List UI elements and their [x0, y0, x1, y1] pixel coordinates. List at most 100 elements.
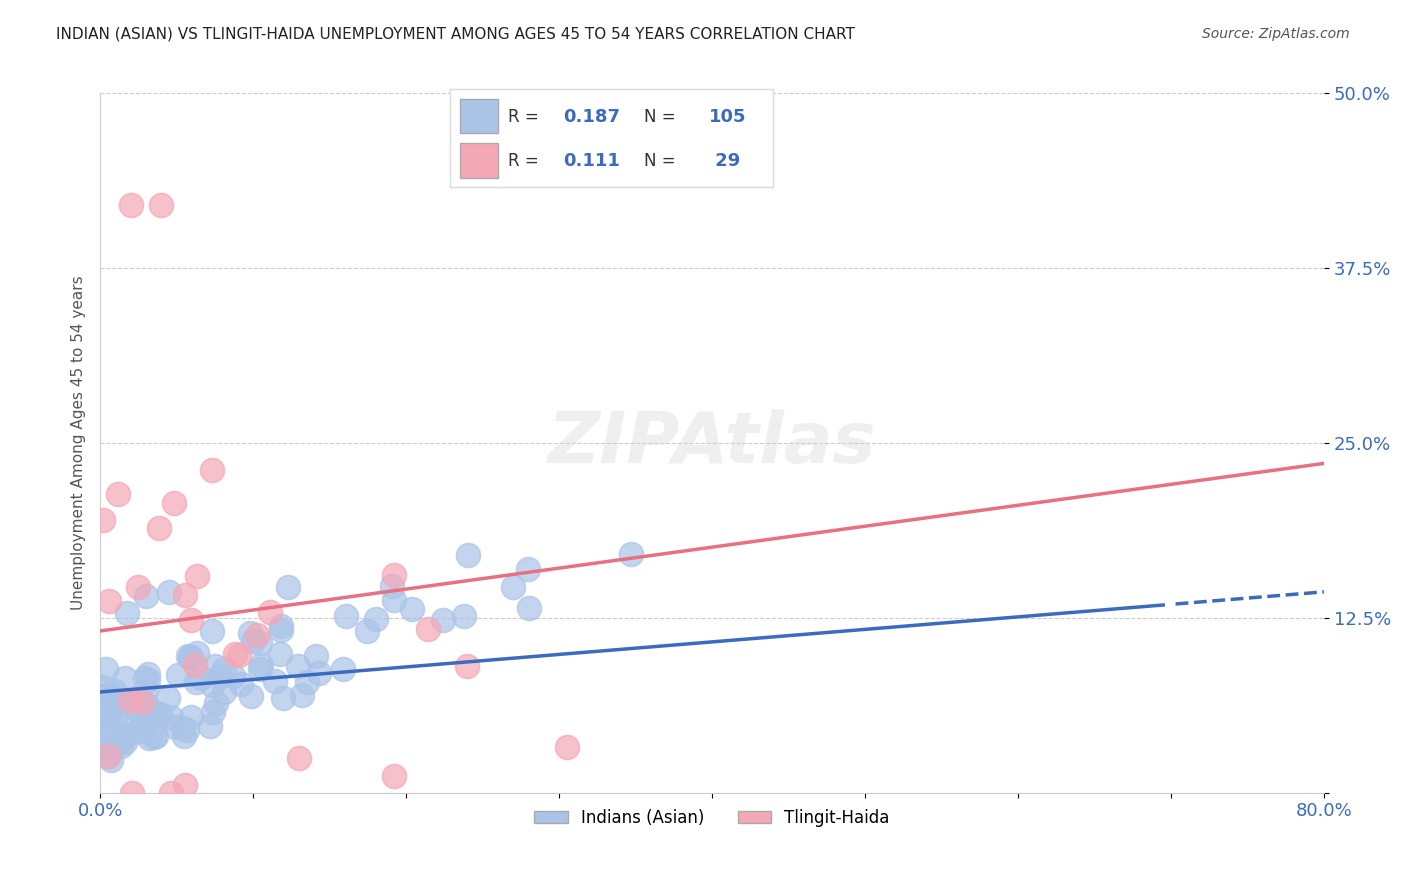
Indians (Asian)	[110, 739, 132, 753]
Indians (Asian)	[335, 608, 357, 623]
Indians (Asian)	[401, 602, 423, 616]
Tlingit-Haida	[148, 521, 170, 535]
Tlingit-Haida	[91, 513, 114, 527]
Indians (Asian)	[135, 589, 157, 603]
Tlingit-Haida	[416, 622, 439, 636]
Indians (Asian)	[145, 729, 167, 743]
Indians (Asian)	[457, 548, 479, 562]
Tlingit-Haida	[382, 568, 405, 582]
Indians (Asian)	[516, 562, 538, 576]
Indians (Asian)	[98, 696, 121, 710]
Indians (Asian)	[146, 708, 169, 723]
Text: 105: 105	[709, 108, 747, 126]
Indians (Asian)	[97, 687, 120, 701]
Indians (Asian)	[135, 697, 157, 711]
Indians (Asian)	[432, 613, 454, 627]
Indians (Asian)	[138, 731, 160, 745]
Indians (Asian)	[107, 731, 129, 746]
Indians (Asian)	[143, 730, 166, 744]
Tlingit-Haida	[163, 496, 186, 510]
Indians (Asian)	[517, 601, 540, 615]
Indians (Asian)	[204, 658, 226, 673]
Indians (Asian)	[619, 547, 641, 561]
Text: ZIPAtlas: ZIPAtlas	[548, 409, 876, 477]
Tlingit-Haida	[150, 198, 173, 212]
Indians (Asian)	[173, 729, 195, 743]
Indians (Asian)	[131, 723, 153, 738]
Indians (Asian)	[291, 689, 314, 703]
Tlingit-Haida	[107, 487, 129, 501]
Indians (Asian)	[114, 735, 136, 749]
Indians (Asian)	[110, 727, 132, 741]
Indians (Asian)	[115, 728, 138, 742]
Indians (Asian)	[201, 705, 224, 719]
Tlingit-Haida	[97, 749, 120, 764]
Indians (Asian)	[129, 722, 152, 736]
Indians (Asian)	[295, 675, 318, 690]
Indians (Asian)	[157, 585, 180, 599]
Tlingit-Haida	[555, 739, 578, 754]
Indians (Asian)	[167, 667, 190, 681]
Tlingit-Haida	[382, 769, 405, 783]
Indians (Asian)	[111, 694, 134, 708]
Indians (Asian)	[305, 649, 328, 664]
Indians (Asian)	[134, 671, 156, 685]
Y-axis label: Unemployment Among Ages 45 to 54 years: Unemployment Among Ages 45 to 54 years	[72, 276, 86, 610]
Text: INDIAN (ASIAN) VS TLINGIT-HAIDA UNEMPLOYMENT AMONG AGES 45 TO 54 YEARS CORRELATI: INDIAN (ASIAN) VS TLINGIT-HAIDA UNEMPLOY…	[56, 27, 855, 42]
Indians (Asian)	[91, 707, 114, 722]
Indians (Asian)	[231, 677, 253, 691]
Indians (Asian)	[131, 718, 153, 732]
Indians (Asian)	[208, 669, 231, 683]
Indians (Asian)	[93, 714, 115, 728]
Indians (Asian)	[94, 662, 117, 676]
Indians (Asian)	[271, 690, 294, 705]
Indians (Asian)	[136, 667, 159, 681]
Tlingit-Haida	[228, 648, 250, 662]
Indians (Asian)	[114, 671, 136, 685]
Tlingit-Haida	[246, 628, 269, 642]
Tlingit-Haida	[180, 614, 202, 628]
Tlingit-Haida	[121, 786, 143, 800]
Indians (Asian)	[176, 723, 198, 737]
Indians (Asian)	[128, 693, 150, 707]
Indians (Asian)	[177, 648, 200, 663]
Indians (Asian)	[222, 669, 245, 683]
Indians (Asian)	[91, 680, 114, 694]
Tlingit-Haida	[127, 580, 149, 594]
Indians (Asian)	[172, 721, 194, 735]
Tlingit-Haida	[159, 786, 181, 800]
Indians (Asian)	[163, 720, 186, 734]
Indians (Asian)	[115, 607, 138, 621]
Tlingit-Haida	[456, 659, 478, 673]
Indians (Asian)	[380, 579, 402, 593]
Indians (Asian)	[239, 689, 262, 703]
Indians (Asian)	[93, 689, 115, 703]
Tlingit-Haida	[174, 778, 197, 792]
Text: R =: R =	[508, 152, 550, 169]
Indians (Asian)	[212, 685, 235, 699]
Indians (Asian)	[143, 705, 166, 719]
Indians (Asian)	[332, 662, 354, 676]
Indians (Asian)	[104, 709, 127, 723]
Indians (Asian)	[105, 733, 128, 747]
Indians (Asian)	[277, 580, 299, 594]
Indians (Asian)	[104, 684, 127, 698]
Indians (Asian)	[157, 691, 180, 706]
Indians (Asian)	[118, 710, 141, 724]
Text: 0.111: 0.111	[564, 152, 620, 169]
Tlingit-Haida	[288, 750, 311, 764]
Indians (Asian)	[160, 710, 183, 724]
Indians (Asian)	[98, 706, 121, 720]
Indians (Asian)	[249, 636, 271, 650]
Indians (Asian)	[125, 702, 148, 716]
Indians (Asian)	[453, 609, 475, 624]
Indians (Asian)	[179, 649, 201, 664]
Indians (Asian)	[239, 625, 262, 640]
Indians (Asian)	[117, 696, 139, 710]
Indians (Asian)	[114, 729, 136, 743]
Indians (Asian)	[270, 619, 292, 633]
Indians (Asian)	[103, 739, 125, 754]
Indians (Asian)	[270, 648, 292, 662]
Text: N =: N =	[644, 152, 681, 169]
Indians (Asian)	[180, 710, 202, 724]
